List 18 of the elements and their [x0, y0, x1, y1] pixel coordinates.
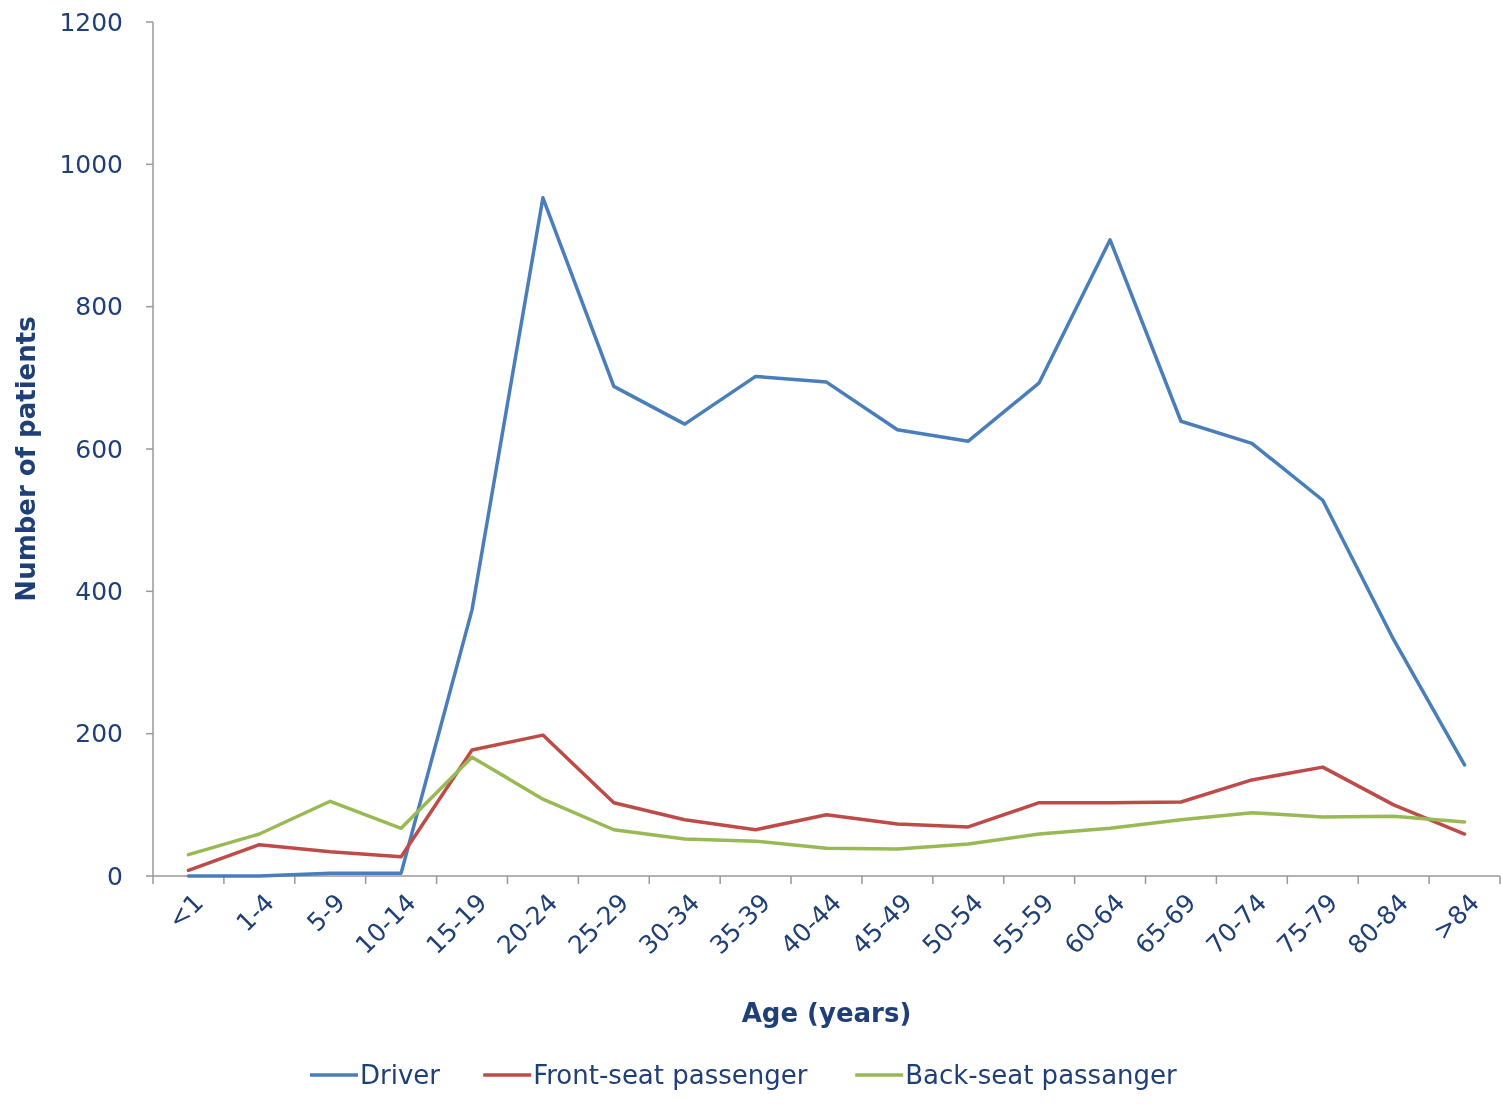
legend-label: Front-seat passenger	[533, 1060, 808, 1090]
x-axis-title: Age (years)	[741, 998, 912, 1028]
line-series	[186, 196, 1467, 878]
x-tick-label: 1-4	[230, 887, 280, 938]
line-series	[186, 755, 1467, 857]
line-series	[186, 733, 1467, 873]
y-tick-label: 400	[75, 577, 123, 607]
x-tick-label: <1	[162, 887, 209, 935]
y-tick-label: 1200	[59, 7, 123, 37]
legend-label: Driver	[360, 1060, 441, 1090]
y-axis-title: Number of patients	[11, 316, 41, 602]
y-tick-label: 200	[75, 719, 123, 749]
y-tick-label: 0	[107, 861, 123, 891]
legend-label: Back-seat passanger	[905, 1060, 1178, 1090]
y-tick-label: 600	[75, 434, 123, 464]
y-tick-label: 800	[75, 292, 123, 322]
y-tick-label: 1000	[59, 150, 123, 180]
x-tick-label: 5-9	[301, 887, 351, 938]
